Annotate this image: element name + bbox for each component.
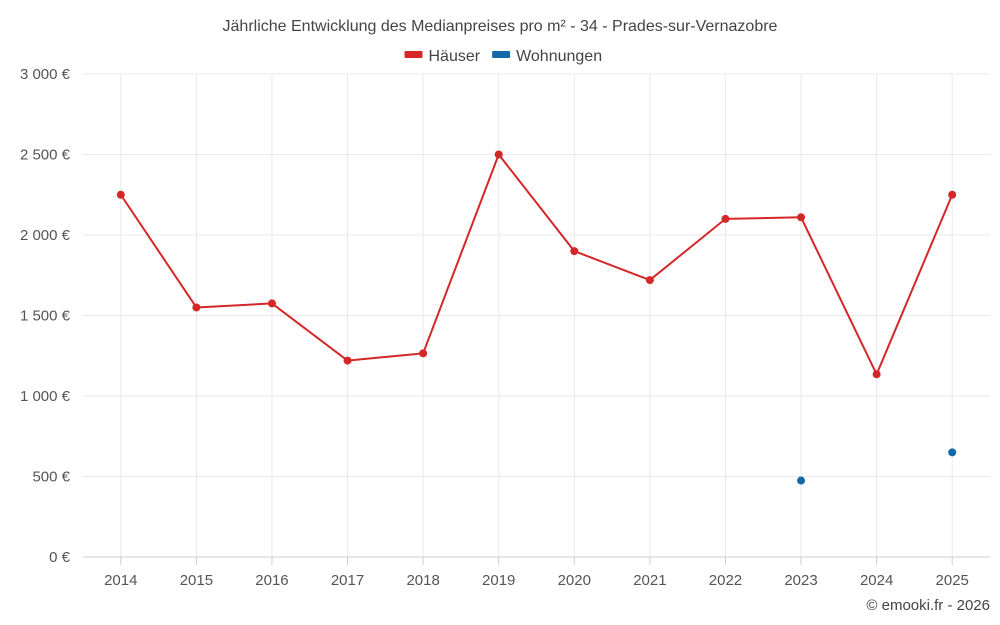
legend-item[interactable]: Häuser <box>404 48 481 65</box>
x-tick-label: 2024 <box>860 572 893 589</box>
y-tick-label: 0 € <box>49 549 71 566</box>
series-line <box>119 153 954 376</box>
data-point[interactable] <box>721 214 730 223</box>
legend-swatch <box>404 51 423 58</box>
y-axis: 0 € 500 € 1 000 € 1 500 € 2 000 € 2 500 € 3 00… <box>20 66 71 566</box>
legend-label: Häuser <box>429 48 481 65</box>
x-tick-label: 2021 <box>633 572 666 589</box>
x-tick-label: 2017 <box>331 572 364 589</box>
y-tick-label: 2 500 € <box>20 147 71 164</box>
series-layer <box>116 150 957 485</box>
series-wohnungen <box>797 448 957 485</box>
data-point[interactable] <box>570 247 579 256</box>
x-tick-label: 2019 <box>482 572 515 589</box>
data-point[interactable] <box>116 190 125 199</box>
x-tick-label: 2025 <box>936 572 969 589</box>
x-axis: 2014 2015 2016 2017 2018 2019 2020 2021 2022 2023… <box>83 556 990 589</box>
data-point[interactable] <box>948 190 957 199</box>
legend-label: Wohnungen <box>516 48 602 65</box>
x-tick-label: 2015 <box>180 572 213 589</box>
x-tick-label: 2016 <box>255 572 288 589</box>
y-tick-label: 1 000 € <box>20 388 71 405</box>
data-point[interactable] <box>419 349 428 358</box>
data-point[interactable] <box>267 299 276 308</box>
legend-item[interactable]: Wohnungen <box>492 48 602 65</box>
x-tick-label: 2020 <box>558 572 591 589</box>
data-point[interactable] <box>797 476 806 485</box>
y-tick-label: 500 € <box>32 469 70 486</box>
data-point[interactable] <box>948 448 957 457</box>
data-point[interactable] <box>872 370 881 379</box>
chart-title: Jährliche Entwicklung des Medianpreises … <box>223 18 778 35</box>
data-point[interactable] <box>645 276 654 285</box>
data-point[interactable] <box>192 303 201 312</box>
x-tick-label: 2014 <box>104 572 137 589</box>
series-h-user <box>116 150 957 379</box>
data-point[interactable] <box>797 213 806 222</box>
grid <box>83 73 990 557</box>
y-tick-label: 3 000 € <box>20 66 71 83</box>
data-point[interactable] <box>343 356 352 365</box>
x-tick-label: 2022 <box>709 572 742 589</box>
data-point[interactable] <box>494 150 503 159</box>
y-tick-label: 2 000 € <box>20 227 71 244</box>
legend: Häuser Wohnungen <box>404 48 602 65</box>
legend-swatch <box>492 51 511 58</box>
x-tick-label: 2018 <box>406 572 439 589</box>
y-tick-label: 1 500 € <box>20 308 71 325</box>
x-tick-label: 2023 <box>784 572 817 589</box>
credit-text: © emooki.fr - 2026 <box>866 597 990 614</box>
